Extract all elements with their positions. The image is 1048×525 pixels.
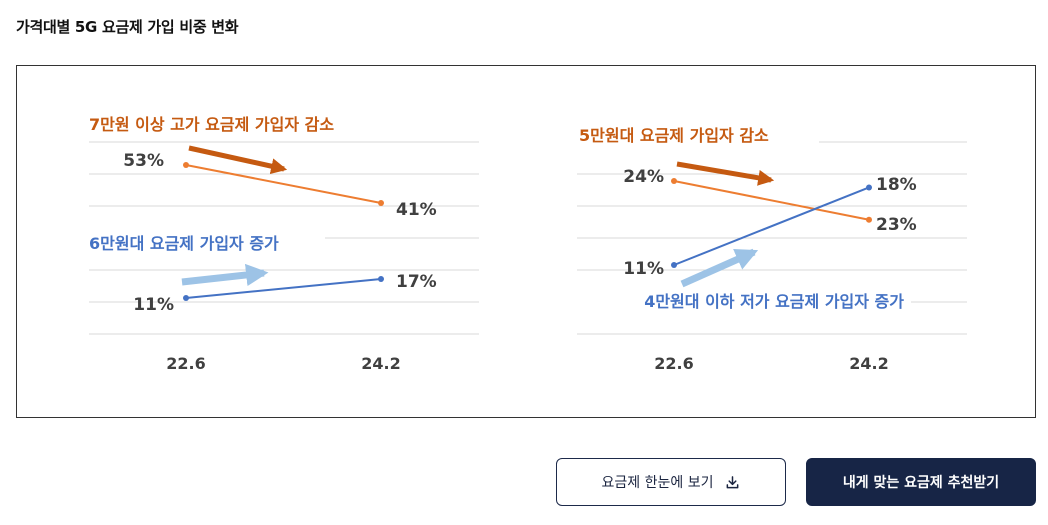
download-icon bbox=[727, 475, 739, 488]
data-point bbox=[183, 162, 189, 168]
page-title: 가격대별 5G 요금제 가입 비중 변화 bbox=[16, 18, 239, 36]
data-label: 24% bbox=[623, 167, 664, 187]
annotation-background bbox=[577, 288, 911, 314]
data-label: 11% bbox=[623, 259, 664, 279]
annotation-text: 7만원 이상 고가 요금제 가입자 감소 bbox=[89, 115, 334, 134]
decrease-arrow bbox=[188, 145, 288, 175]
data-point bbox=[183, 295, 189, 301]
series-line bbox=[673, 180, 870, 221]
annotation-text: 6만원대 요금제 가입자 증가 bbox=[89, 234, 279, 253]
x-tick-label: 24.2 bbox=[849, 354, 888, 373]
data-label: 23% bbox=[876, 215, 917, 235]
annotation-background bbox=[569, 122, 819, 148]
data-label: 41% bbox=[396, 200, 437, 220]
chart-svg: 53% 41% 11% 17% 22.6 24.2 7만원 이상 고가 요금제 가입자 감소… bbox=[79, 111, 967, 373]
recommend-plan-button[interactable]: 내게 맞는 요금제 추천받기 bbox=[806, 458, 1036, 506]
annotation-text: 4만원대 이하 저가 요금제 가입자 증가 bbox=[644, 292, 904, 311]
plan-overview-button[interactable]: 요금제 한눈에 보기 bbox=[556, 458, 786, 506]
series-line bbox=[185, 164, 382, 204]
annotation-text: 5만원대 요금제 가입자 감소 bbox=[579, 126, 769, 145]
data-label: 18% bbox=[876, 175, 917, 195]
decrease-arrow bbox=[676, 161, 775, 186]
data-label: 53% bbox=[123, 151, 164, 171]
data-point bbox=[866, 216, 872, 223]
x-tick-label: 22.6 bbox=[166, 354, 205, 373]
data-label: 11% bbox=[133, 295, 174, 315]
series-line bbox=[185, 278, 382, 299]
x-tick-label: 22.6 bbox=[654, 354, 693, 373]
data-label: 17% bbox=[396, 272, 437, 292]
annotation-background bbox=[79, 230, 325, 256]
data-point bbox=[378, 200, 384, 206]
plan-overview-label: 요금제 한눈에 보기 bbox=[601, 475, 714, 491]
data-point bbox=[866, 184, 872, 191]
series-line bbox=[673, 186, 870, 266]
increase-arrow bbox=[181, 263, 269, 287]
data-point bbox=[671, 262, 677, 268]
data-point bbox=[671, 178, 677, 184]
chart-frame: 53% 41% 11% 17% 22.6 24.2 7만원 이상 고가 요금제 가입자 감소… bbox=[16, 65, 1036, 418]
increase-arrow bbox=[680, 248, 759, 288]
x-tick-label: 24.2 bbox=[361, 354, 400, 373]
annotation-background bbox=[79, 111, 391, 137]
data-point bbox=[378, 276, 384, 282]
